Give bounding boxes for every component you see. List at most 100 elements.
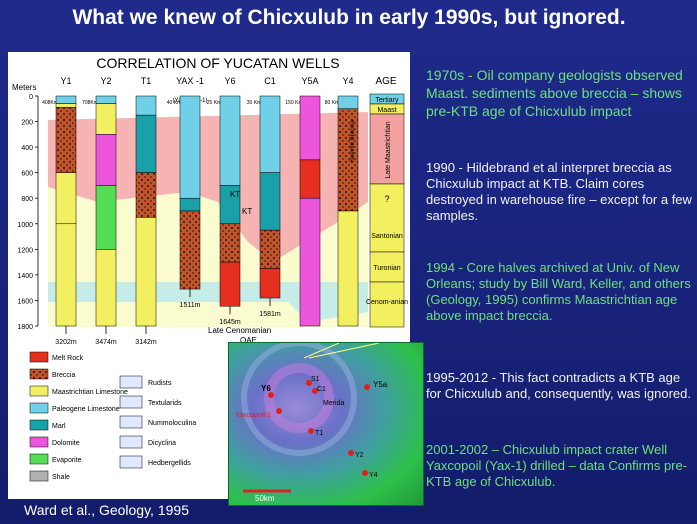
note-2001-2002: 2001-2002 – Chicxulub impact crater Well…: [426, 442, 688, 489]
well-distance: 40 Km: [167, 100, 181, 106]
well-distance: 80 Km: [325, 100, 339, 106]
legend: Melt Rock Breccia Maastrichtian Limestone P…: [29, 351, 196, 482]
well-name: Y5A: [301, 76, 318, 86]
note-1994: 1994 - Core halves archived at Univ. of …: [426, 260, 691, 323]
well-name: T1: [141, 76, 152, 86]
well-t1: T1 3142m: [135, 76, 157, 346]
legend-swatch-4: [29, 419, 49, 431]
chart-title: CORRELATION OF YUCATAN WELLS: [96, 55, 339, 71]
legend-swatch-3: [29, 402, 49, 414]
well-c1: C1 30 Km 1581m: [247, 76, 281, 318]
well-distance: 708Km: [82, 100, 98, 106]
age-cenomanian: Cenom-anian: [366, 299, 408, 306]
well-name: Y2: [100, 76, 111, 86]
age-santonian: Santonian: [371, 233, 403, 240]
legend-swatch-6: [29, 453, 49, 465]
suevite-label: Suevite Breccia: [350, 120, 356, 162]
legend-swatch-5: [29, 436, 49, 448]
age-header: AGE: [375, 76, 396, 87]
citation: Ward et al., Geology, 1995: [24, 502, 189, 518]
well-y4: Y4 80 Km: [325, 76, 359, 327]
map-label-s1: S1: [311, 376, 320, 383]
depth-tick-6: 1200: [17, 247, 33, 254]
depth-tick-7: 1400: [17, 273, 33, 280]
legend-fossil-swatch-4: [119, 455, 143, 469]
well-correlation-panel: CORRELATION OF YUCATAN WELLS Meters 0 200…: [8, 52, 410, 499]
well-depth: 3142m: [135, 339, 157, 346]
well-y2: Y2 708Km 3474m: [82, 76, 117, 346]
map-label-y2: Y2: [355, 452, 364, 459]
depth-tick-4: 800: [21, 196, 33, 203]
legend-lithology-1: Breccia: [52, 372, 75, 379]
legend-lithology-7: Shale: [52, 474, 70, 481]
well-depth: 3202m: [55, 339, 77, 346]
well-distance: 25 Km: [207, 100, 221, 106]
age-maast: Maast: [377, 107, 396, 114]
legend-fossil-3: Dicyclina: [148, 440, 176, 447]
legend-fossil-4: Hedbergellids: [148, 460, 191, 467]
age-tertiary: Tertiary: [376, 97, 399, 104]
oae-label: OAE: [240, 336, 257, 345]
well-y6: Y6 25 Km 1645m: [207, 76, 241, 326]
legend-fossil-1: Textularids: [148, 400, 182, 407]
well-correlation-diagram: CORRELATION OF YUCATAN WELLS Meters 0 200…: [12, 55, 408, 482]
map-scale: 50km: [255, 494, 275, 503]
note-1990: 1990 - Hildebrand et al interpret brecci…: [426, 160, 692, 223]
kt-label-1: KT: [230, 190, 240, 199]
well-distance: 150 Km: [285, 100, 302, 106]
map-label-y4: Y4: [369, 472, 378, 479]
legend-lithology-0: Melt Rock: [52, 355, 84, 362]
axis-label: Meters: [12, 83, 36, 92]
kt-label-2: KT: [242, 207, 252, 216]
depth-tick-2: 400: [21, 145, 33, 152]
crater-map: Y6 S1 C1 Y5a Yaxcopoil-1 Merida T1 Y2 Y4…: [228, 342, 424, 506]
well-y5a: Y5A 150 Km: [285, 76, 321, 327]
breccia-correlation-band: [48, 112, 368, 262]
legend-fossil-2: Nummoloculina: [148, 420, 196, 427]
well-distance: 408Km: [42, 100, 58, 106]
map-label-t1: T1: [315, 430, 323, 437]
legend-lithology-3: Paleogene Limestone: [52, 406, 120, 413]
legend-fossil-0: Rudists: [148, 380, 172, 387]
well-name: C1: [264, 76, 276, 86]
note-1970s: 1970s - Oil company geologists observed …: [426, 67, 683, 119]
age-turonian: Turonian: [373, 265, 400, 272]
slide-title: What we knew of Chicxulub in early 1990s…: [72, 6, 626, 29]
age-column: AGE Tertiary Maast Late Maastrichtian ? …: [366, 76, 408, 328]
well-name: Y4: [342, 76, 353, 86]
legend-fossil-swatch-3: [119, 435, 143, 449]
depth-tick-8: 1600: [17, 298, 33, 305]
well-name: YAX -1: [176, 76, 204, 86]
note-1995-2012: 1995-2012 - This fact contradicts a KTB …: [426, 370, 691, 401]
well-name: Y1: [60, 76, 71, 86]
well-distance: 30 Km: [247, 100, 261, 106]
well-name: Y6: [224, 76, 235, 86]
age-late-maast: Late Maastrichtian: [385, 121, 392, 178]
cenomanian-band: [48, 282, 368, 322]
legend-lithology-5: Dolomite: [52, 440, 80, 447]
map-label-merida: Merida: [323, 400, 345, 407]
legend-fossil-swatch-2: [119, 415, 143, 429]
map-label-y5a: Y5a: [373, 380, 388, 389]
late-cenomanian-label: Late Cenomanian: [208, 326, 271, 335]
legend-lithology-2: Maastrichtian Limestone: [52, 389, 128, 396]
well-depth: 1645m: [219, 319, 241, 326]
depth-axis: 0 200 400 600 800 1000 1200 1400 1600 1800: [17, 94, 39, 331]
well-depth: 1581m: [259, 311, 281, 318]
well-y1: Y1 408Km 3202m: [42, 76, 77, 346]
legend-swatch-1: [29, 368, 49, 380]
well-depth: 1511m: [180, 302, 201, 309]
legend-swatch-0: [29, 351, 49, 363]
legend-swatch-7: [29, 470, 49, 482]
map-label-c1: C1: [317, 386, 326, 393]
legend-swatch-2: [29, 385, 49, 397]
depth-tick-5: 1000: [17, 222, 33, 229]
depth-tick-0: 0: [29, 94, 33, 101]
well-depth: 3474m: [95, 339, 117, 346]
legend-fossil-swatch-0: [119, 375, 143, 389]
map-label-yax: Yaxcopoil-1: [235, 412, 271, 419]
legend-lithology-4: Marl: [52, 423, 66, 430]
depth-tick-3: 600: [21, 171, 33, 178]
